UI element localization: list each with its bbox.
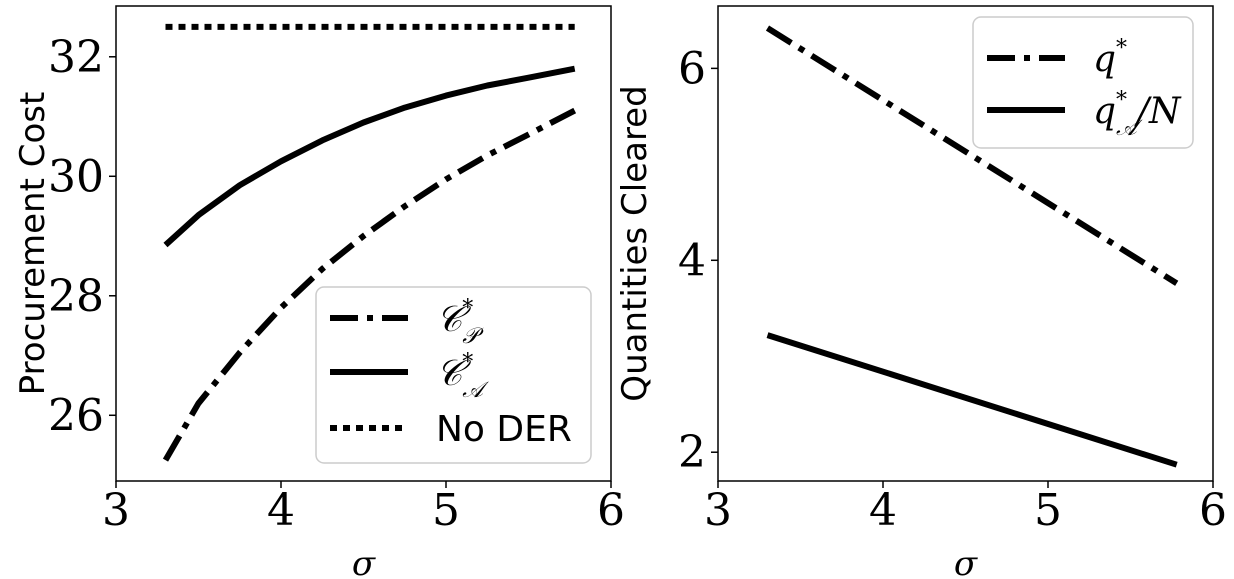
x-tick-label: 3 [102,485,130,536]
legend-label-0: q* [1093,36,1127,80]
axes-frame [115,5,612,482]
legend-frame [315,286,592,464]
legend-frame [972,16,1194,149]
procurement-cost-panel: 3 4 5 6 26 28 30 32 σ Procurement Cost 𝒞* 𝒫𝒞* 𝒜No DE… [13,5,625,579]
x-tick-label: 6 [597,485,625,536]
legend-label-main: No DER [436,409,572,450]
x-tick-label: 5 [432,485,460,536]
legend-label-2: No DER [436,409,572,450]
legend-label-1: q* 𝒜/N [1093,88,1182,141]
y-axis-label: Quantities Cleared [615,85,655,401]
y-axis-label: Procurement Cost [13,92,53,396]
legend-label-superscript: * [462,350,473,375]
legend: q*q* 𝒜/N [972,16,1194,149]
legend-label-main: q [1093,39,1116,80]
x-tick-label: 6 [1199,485,1227,536]
legend-label-superscript: * [462,296,473,321]
y-tick-label: 26 [48,390,104,441]
legend-label-tail: /N [1134,91,1182,132]
series-line-1 [163,65,576,248]
legend-label-superscript: * [1116,36,1127,61]
y-tick-label: 6 [678,43,706,94]
x-axis-label: σ [954,544,978,579]
axes-frame [717,5,1214,482]
x-tick-label: 5 [1034,485,1062,536]
y-tick-label: 30 [48,151,104,202]
y-tick-label: 28 [48,271,104,322]
x-axis-label: σ [352,544,376,579]
x-tick-label: 4 [267,485,295,536]
y-tick-label: 4 [678,235,706,286]
series-line-1 [766,332,1178,468]
x-tick-label: 3 [704,485,732,536]
legend-label-main: q [1093,91,1116,132]
legend: 𝒞* 𝒫𝒞* 𝒜No DER [315,286,592,464]
series-line-0 [765,25,1179,286]
legend-label-superscript: * [1116,88,1127,113]
x-tick-label: 4 [869,485,897,536]
y-tick-label: 2 [678,427,706,478]
y-tick-label: 32 [48,32,104,83]
series-line-0 [162,107,577,462]
